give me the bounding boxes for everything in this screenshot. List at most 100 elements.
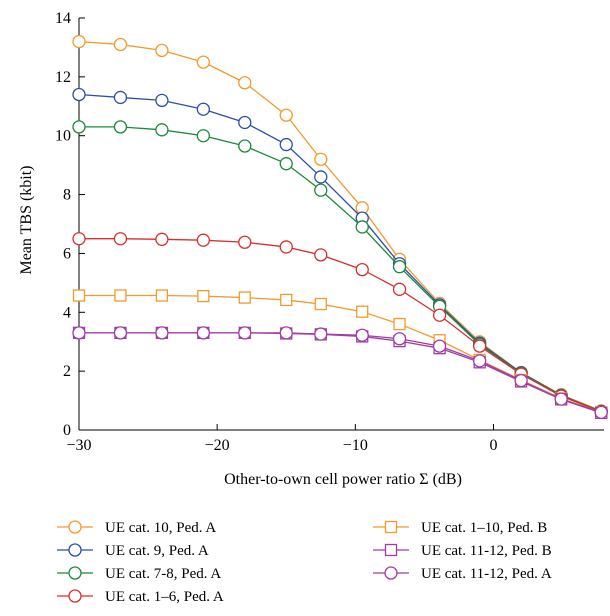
data-point: [279, 326, 293, 340]
data-point: [114, 289, 127, 302]
data-point: [155, 43, 169, 58]
data-point: [355, 262, 369, 277]
data-point: [196, 102, 210, 116]
series-5: [72, 289, 608, 419]
x-tick-label: −10: [343, 437, 368, 454]
data-point: [393, 317, 406, 331]
data-point: [196, 233, 210, 247]
data-point: [72, 34, 86, 49]
legend-marker: [68, 520, 82, 534]
data-point: [392, 332, 407, 346]
legend-item: UE cat. 10, Ped. A: [57, 520, 216, 536]
series-line: [79, 294, 602, 413]
data-point: [314, 297, 327, 311]
series-line: [79, 126, 602, 413]
series-7: [72, 326, 608, 419]
legend-marker: [68, 589, 82, 603]
data-point: [432, 308, 447, 322]
data-point: [238, 291, 251, 304]
legend-item: UE cat. 7-8, Ped. A: [57, 566, 221, 582]
legend-marker: [384, 520, 398, 534]
y-tick-label: 0: [63, 422, 71, 439]
y-tick-label: 2: [63, 363, 71, 380]
legend-label: UE cat. 10, Ped. A: [105, 520, 216, 536]
legend-label: UE cat. 11-12, Ped. A: [421, 566, 552, 582]
data-point: [314, 152, 328, 166]
data-point: [279, 108, 293, 122]
data-point: [155, 326, 169, 340]
data-point: [72, 232, 86, 246]
data-point: [238, 235, 252, 249]
data-point: [554, 392, 568, 406]
series-2: [72, 87, 608, 419]
data-point: [355, 328, 369, 342]
data-point: [432, 339, 447, 353]
x-tick-label: 0: [489, 437, 497, 454]
legend: UE cat. 10, Ped. A UE cat. 9, Ped. A UE ca…: [57, 520, 552, 605]
data-point: [238, 76, 252, 90]
legend-label: UE cat. 11-12, Ped. B: [421, 543, 552, 559]
y-tick-label: 14: [55, 10, 71, 27]
legend-item: UE cat. 11-12, Ped. B: [373, 543, 552, 559]
data-point: [355, 220, 369, 234]
data-point: [72, 326, 86, 340]
x-tick-label: −20: [205, 437, 230, 454]
data-point: [473, 339, 487, 353]
data-point: [72, 120, 86, 134]
data-point: [197, 289, 210, 303]
y-tick-label: 8: [63, 187, 71, 204]
axes: 0 2 4 6 8 10 12 14 −30 −20 −10 0: [55, 10, 604, 454]
series-line: [79, 238, 602, 413]
data-point: [155, 123, 169, 137]
y-tick-label: 12: [55, 69, 71, 86]
data-point: [113, 120, 128, 134]
data-point: [594, 405, 608, 419]
data-point: [113, 90, 128, 105]
data-point: [514, 373, 528, 388]
data-point: [280, 293, 293, 307]
y-axis-title: Mean TBS (kbit): [18, 165, 35, 274]
legend-marker: [384, 566, 398, 580]
series-line: [79, 332, 602, 413]
data-point: [279, 240, 293, 254]
data-point: [392, 282, 407, 296]
legend-marker: [384, 543, 398, 557]
x-tick-label: −30: [66, 437, 91, 454]
y-tick-label: 6: [63, 245, 71, 262]
data-point: [314, 170, 328, 184]
data-point: [238, 139, 252, 153]
legend-label: UE cat. 7-8, Ped. A: [105, 566, 221, 582]
data-point: [155, 232, 169, 246]
data-point: [392, 260, 407, 274]
data-point: [155, 93, 169, 108]
series-1: [72, 34, 608, 418]
legend-item: UE cat. 11-12, Ped. A: [373, 566, 552, 582]
series-layer: [72, 34, 608, 420]
data-point: [473, 354, 487, 368]
legend-item: UE cat. 1–10, Ped. B: [373, 520, 547, 536]
legend-item: UE cat. 1–6, Ped. A: [57, 589, 224, 605]
data-point: [314, 248, 328, 262]
legend-label: UE cat. 1–10, Ped. B: [421, 520, 547, 536]
data-point: [196, 326, 210, 340]
legend-label: UE cat. 9, Ped. A: [105, 543, 209, 559]
y-tick-label: 4: [63, 304, 71, 321]
data-point: [113, 232, 128, 246]
legend-marker: [68, 543, 82, 557]
legend-marker: [68, 566, 82, 580]
data-point: [279, 137, 293, 152]
data-point: [72, 289, 86, 302]
data-point: [72, 87, 86, 102]
data-point: [314, 327, 328, 341]
data-point: [314, 183, 328, 197]
data-point: [196, 129, 210, 143]
data-point: [113, 37, 128, 52]
series-4: [72, 232, 608, 419]
data-point: [155, 289, 169, 302]
data-point: [196, 55, 210, 69]
data-point: [113, 326, 128, 340]
x-axis-title: Other-to-own cell power ratio Σ (dB): [224, 471, 462, 488]
data-point: [279, 157, 293, 171]
